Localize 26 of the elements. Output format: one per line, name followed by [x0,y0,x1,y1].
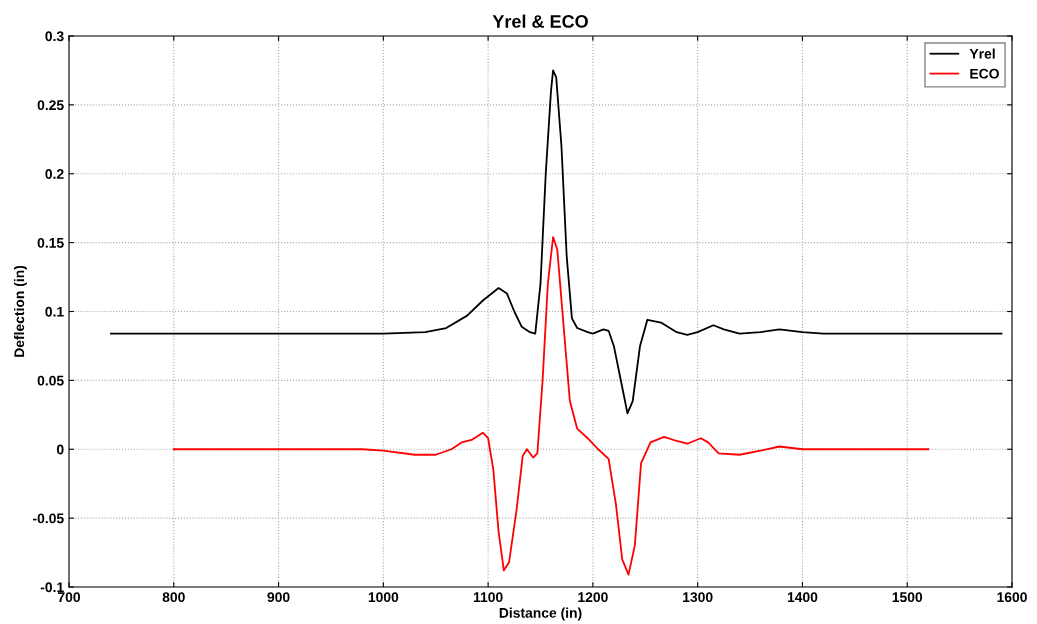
x-tick-label: 1100 [473,592,503,603]
x-axis-title: Distance (in) [499,607,582,621]
y-tick-label: 0.25 [37,100,64,111]
chart-title: Yrel & ECO [492,14,588,28]
y-tick-label: 0 [56,444,64,455]
x-tick-label: 1300 [683,592,713,603]
y-tick-label: 0.1 [45,306,64,317]
x-tick-label: 1400 [787,592,818,603]
y-tick-label: 0.05 [37,375,64,386]
y-tick-label: 0.3 [45,31,64,42]
line-series [172,236,930,576]
x-tick-label: 1500 [892,592,923,603]
legend-label: ECO [970,68,999,79]
x-tick-label: 900 [267,592,290,603]
x-tick-label: 1600 [997,592,1027,603]
y-tick-label: 0.2 [45,169,64,179]
y-tick-label: -0.05 [33,513,64,524]
y-axis-title: Deflection (in) [13,265,27,357]
legend-label: Yrel [969,48,995,59]
y-tick-label: -0.1 [40,582,64,593]
x-tick-label: 800 [162,592,185,603]
x-tick-label: 700 [58,592,81,603]
x-tick-label: 1000 [368,592,399,603]
y-tick-label: 0.15 [37,237,64,248]
line-series [110,69,1003,415]
x-tick-label: 1200 [578,592,608,603]
